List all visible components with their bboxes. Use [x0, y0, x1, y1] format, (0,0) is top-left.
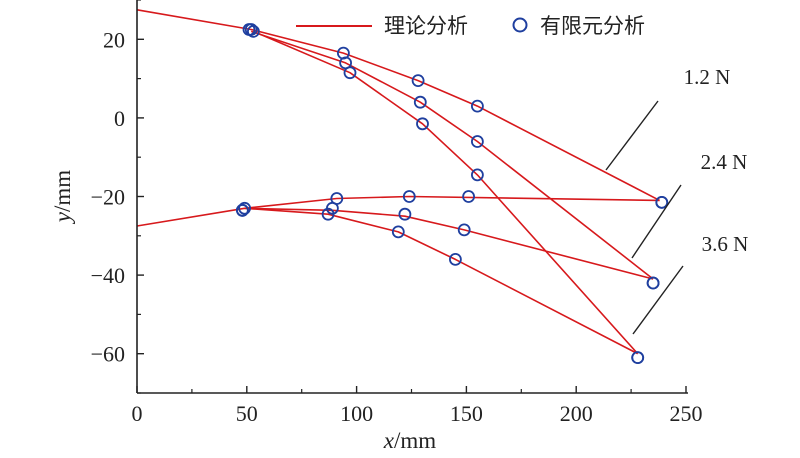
fem-marker-5-5	[646, 276, 660, 290]
force-leader-1	[605, 100, 659, 171]
legend: 理论分析 有限元分析	[296, 14, 645, 38]
y-tick-label: 20	[103, 27, 125, 52]
fem-marker-3-2	[343, 66, 357, 80]
theory-line-6	[244, 207, 639, 355]
fem-marker-4-4	[462, 190, 476, 203]
theory-line-3	[253, 30, 639, 355]
plot-markers	[235, 23, 669, 365]
force-label-2: 2.4 N	[701, 150, 748, 174]
x-axis-title: x/mm	[383, 428, 436, 453]
fem-marker-1-4	[470, 99, 484, 113]
fem-marker-6-1	[235, 203, 249, 217]
fem-marker-3-3	[416, 117, 429, 131]
x-tick-label: 250	[670, 401, 703, 426]
x-tick-label: 100	[340, 401, 373, 426]
force-leader-2	[631, 184, 682, 259]
fem-marker-3-4	[470, 168, 484, 182]
force-label-1: 1.2 N	[684, 65, 731, 89]
fem-marker-3-1	[246, 24, 260, 38]
fem-marker-2-1	[244, 23, 258, 36]
theory-line-2	[250, 30, 654, 280]
legend-theory-label: 理论分析	[384, 14, 468, 38]
y-tick-label: −60	[91, 342, 125, 367]
annotations: 1.2 N 2.4 N 3.6 N	[605, 65, 749, 335]
x-axis-unit: /mm	[394, 428, 436, 453]
x-tick-label: 0	[132, 401, 143, 426]
x-tick-label: 150	[450, 401, 483, 426]
force-label-3: 3.6 N	[702, 232, 749, 256]
theory-line-4	[136, 195, 660, 227]
y-axis-title: y/mm	[50, 170, 75, 224]
fem-marker-2-3	[413, 95, 427, 109]
fem-marker-6-2	[321, 207, 335, 221]
force-leader-3	[632, 265, 684, 335]
fem-marker-6-5	[631, 351, 645, 365]
theory-line-5	[244, 207, 654, 280]
fem-marker-5-1	[238, 201, 252, 215]
y-tick-label: −20	[91, 185, 125, 210]
fem-marker-6-3	[391, 225, 405, 239]
x-axis-var: x	[383, 428, 395, 453]
plot-lines	[136, 9, 660, 355]
legend-marker-swatch	[512, 17, 528, 33]
fem-marker-4-3	[402, 190, 416, 203]
y-tick-label: −40	[91, 263, 125, 288]
fem-marker-5-3	[398, 207, 412, 221]
theory-line-1	[136, 9, 660, 202]
x-tick-label: 200	[560, 401, 593, 426]
y-axis-var: y	[50, 211, 75, 224]
fem-marker-2-4	[470, 135, 484, 148]
fem-marker-6-4	[448, 252, 462, 266]
fem-marker-5-4	[457, 223, 471, 237]
y-axis-unit: /mm	[50, 170, 75, 212]
fem-marker-4-5	[655, 195, 669, 209]
legend-fem-label: 有限元分析	[540, 14, 645, 38]
fem-marker-1-3	[411, 74, 425, 87]
y-tick-label: 0	[114, 106, 125, 131]
x-tick-label: 50	[236, 401, 258, 426]
